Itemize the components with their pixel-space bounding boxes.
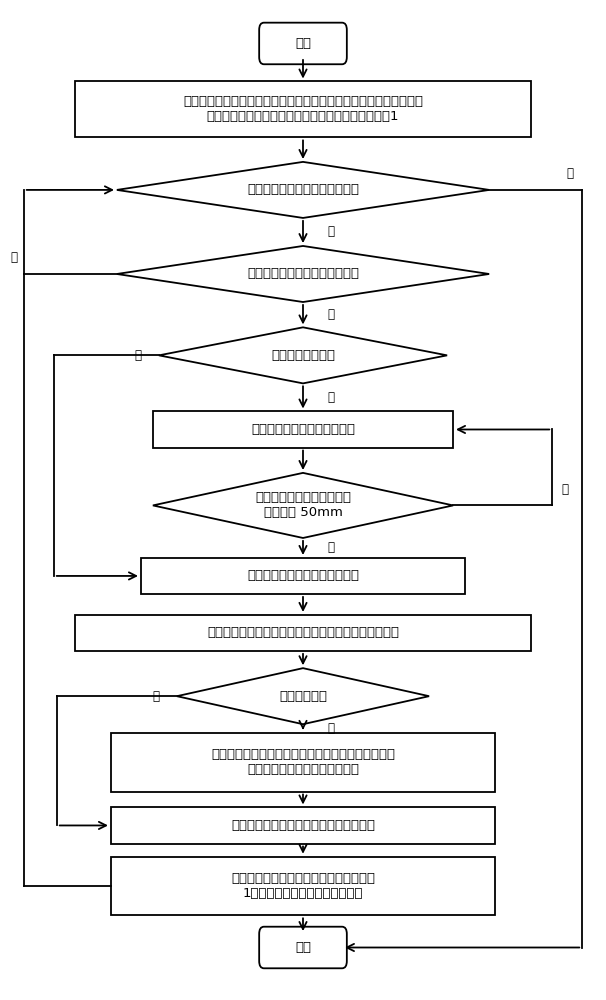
Text: 根据场景规则库和当前任务编号，确定当前的操作物体: 根据场景规则库和当前任务编号，确定当前的操作物体	[207, 626, 399, 639]
Bar	[141, 558, 465, 594]
Text: 建立并读取场景知识库、规则库和手势库，初始化综合数据库，开始
检测标志和用户操作标记设为假，当前任务编号设为1: 建立并读取场景知识库、规则库和手势库，初始化综合数据库，开始 检测标志和用户操作…	[183, 95, 423, 123]
Text: 当前物体操作完成时，当前任务编号增加
1，当前物体的操作状态改为假。: 当前物体操作完成时，当前任务编号增加 1，当前物体的操作状态改为假。	[231, 872, 375, 900]
Text: 记录手的初始位置及当前位置: 记录手的初始位置及当前位置	[251, 423, 355, 436]
Text: 开始检测标记为假: 开始检测标记为假	[271, 349, 335, 362]
Bar	[75, 615, 531, 651]
Polygon shape	[117, 162, 489, 218]
Polygon shape	[117, 246, 489, 302]
Text: 是: 是	[327, 391, 334, 404]
Text: 否: 否	[327, 225, 334, 238]
Text: 当前物体操作状态与场景库相同: 当前物体操作状态与场景库相同	[247, 267, 359, 280]
Text: 开始检测标记变为真，开始检测: 开始检测标记变为真，开始检测	[247, 569, 359, 582]
Text: 是: 是	[327, 541, 334, 554]
Text: 否: 否	[561, 483, 568, 496]
Bar	[75, 81, 531, 137]
Text: 否: 否	[327, 722, 334, 735]
Bar	[111, 857, 495, 915]
Text: 当前任务编号大于任务最大编号: 当前任务编号大于任务最大编号	[247, 183, 359, 196]
Polygon shape	[153, 473, 453, 538]
FancyBboxPatch shape	[259, 23, 347, 64]
Text: 结束: 结束	[295, 941, 311, 954]
Bar	[111, 807, 495, 844]
Bar	[153, 411, 453, 448]
Text: 识别用户动作，利用专家系统规则库推理出用户的意
图。将相应的操作标记变为真。: 识别用户动作，利用专家系统规则库推理出用户的意 图。将相应的操作标记变为真。	[211, 748, 395, 776]
Text: 是: 是	[566, 167, 573, 180]
Text: 是: 是	[152, 690, 159, 703]
Text: 操作标记为假: 操作标记为假	[279, 690, 327, 703]
Text: 执行相应操作，将开始检测标志改为假。: 执行相应操作，将开始检测标志改为假。	[231, 819, 375, 832]
Polygon shape	[159, 327, 447, 383]
Text: 手的当前位置与初始位置的
差值大于 50mm: 手的当前位置与初始位置的 差值大于 50mm	[255, 491, 351, 519]
Text: 否: 否	[327, 308, 334, 321]
Text: 是: 是	[11, 251, 18, 264]
FancyBboxPatch shape	[259, 927, 347, 968]
Text: 开始: 开始	[295, 37, 311, 50]
Bar	[111, 733, 495, 792]
Polygon shape	[177, 668, 429, 724]
Text: 否: 否	[135, 349, 141, 362]
